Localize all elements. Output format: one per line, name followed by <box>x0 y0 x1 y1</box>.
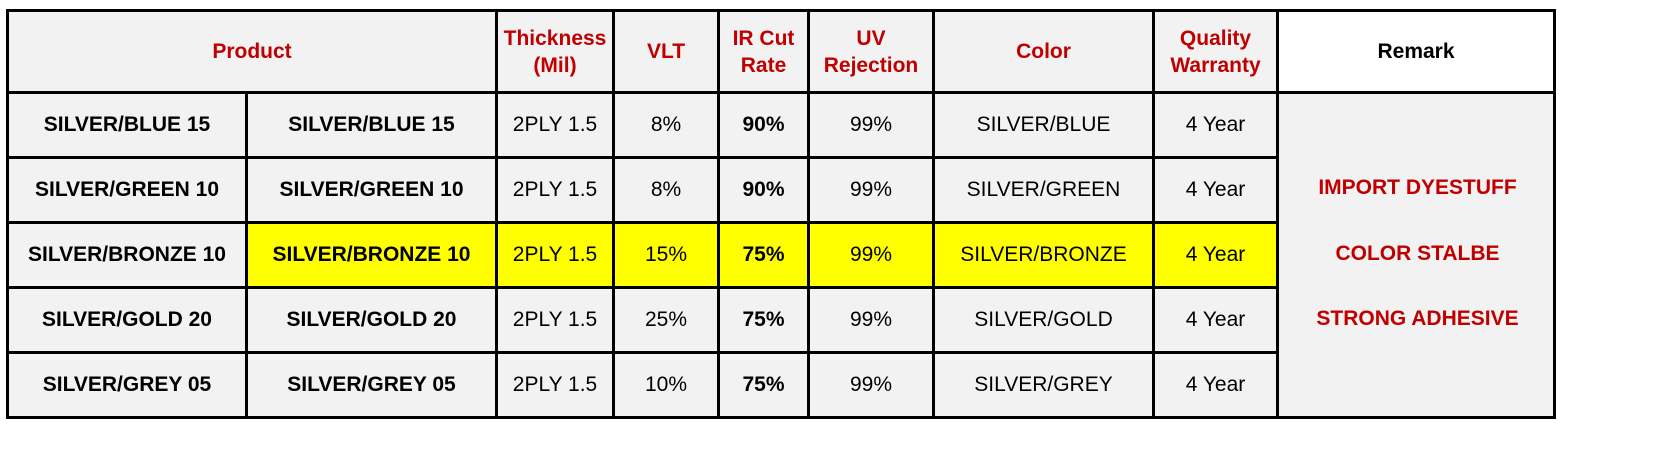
uv-cell: 99% <box>807 156 935 224</box>
remark-line-3: STRONG ADHESIVE <box>1316 307 1519 330</box>
table-row: SILVER/GREY 05 SILVER/GREY 05 2PLY 1.5 1… <box>6 351 1555 419</box>
spec-table: Product Thickness (Mil) VLT IR Cut Rate … <box>6 9 1556 419</box>
warranty-cell: 4 Year <box>1152 91 1279 159</box>
header-color: Color <box>932 9 1155 94</box>
remark-cell: IMPORT DYESTUFF COLOR STALBE STRONG ADHE… <box>1276 91 1556 419</box>
ir-cut-cell: 90% <box>717 156 810 224</box>
ir-cut-cell: 90% <box>717 91 810 159</box>
table-row: SILVER/GREEN 10 SILVER/GREEN 10 2PLY 1.5… <box>6 156 1555 224</box>
table-row: SILVER/BLUE 15 SILVER/BLUE 15 2PLY 1.5 8… <box>6 91 1556 419</box>
table-row-highlighted: SILVER/BRONZE 10 SILVER/BRONZE 10 2PLY 1… <box>6 221 1555 289</box>
remark-lines: IMPORT DYESTUFF COLOR STALBE STRONG ADHE… <box>1283 96 1549 375</box>
row-label: SILVER/GREEN 10 <box>6 156 248 224</box>
header-warranty-line-2: Warranty <box>1170 53 1261 77</box>
color-cell: SILVER/GREY <box>932 351 1155 419</box>
remark-line-1: IMPORT DYESTUFF <box>1318 176 1517 199</box>
vlt-cell: 8% <box>612 156 720 224</box>
warranty-cell: 4 Year <box>1152 221 1279 289</box>
uv-cell: 99% <box>807 221 935 289</box>
vlt-cell: 10% <box>612 351 720 419</box>
color-cell: SILVER/GOLD <box>932 286 1155 354</box>
warranty-cell: 4 Year <box>1152 286 1279 354</box>
row-label: SILVER/GOLD 20 <box>6 286 248 354</box>
table-row: SILVER/GOLD 20 SILVER/GOLD 20 2PLY 1.5 2… <box>6 286 1555 354</box>
row-label: SILVER/BLUE 15 <box>6 91 248 159</box>
thickness-cell: 2PLY 1.5 <box>495 221 615 289</box>
product-name-cell: SILVER/GREY 05 <box>245 351 498 419</box>
ir-cut-cell: 75% <box>717 286 810 354</box>
ir-cut-cell: 75% <box>717 351 810 419</box>
uv-cell: 99% <box>807 351 935 419</box>
header-ir-cut-line-2: Rate <box>740 53 787 77</box>
product-name-cell: SILVER/GREEN 10 <box>245 156 498 224</box>
product-name-cell: SILVER/GOLD 20 <box>245 286 498 354</box>
header-uv-line-2: Rejection <box>823 53 919 77</box>
color-cell: SILVER/BLUE <box>932 91 1155 159</box>
header-product: Product <box>6 9 498 94</box>
header-warranty-line-1: Quality <box>1179 26 1252 50</box>
row-label: SILVER/GREY 05 <box>6 351 248 419</box>
header-warranty: Quality Warranty <box>1152 9 1279 94</box>
thickness-cell: 2PLY 1.5 <box>495 351 615 419</box>
color-cell: SILVER/GREEN <box>932 156 1155 224</box>
warranty-cell: 4 Year <box>1152 156 1279 224</box>
header-ir-cut-line-1: IR Cut <box>732 26 795 50</box>
color-cell: SILVER/BRONZE <box>932 221 1155 289</box>
product-name-cell: SILVER/BRONZE 10 <box>245 221 498 289</box>
uv-cell: 99% <box>807 91 935 159</box>
thickness-cell: 2PLY 1.5 <box>495 286 615 354</box>
header-thickness: Thickness (Mil) <box>495 9 615 94</box>
thickness-cell: 2PLY 1.5 <box>495 156 615 224</box>
header-remark: Remark <box>1276 9 1556 94</box>
header-uv-line-1: UV <box>856 26 886 50</box>
header-vlt: VLT <box>612 9 720 94</box>
vlt-cell: 8% <box>612 91 720 159</box>
remark-line-2: COLOR STALBE <box>1335 241 1500 265</box>
ir-cut-cell: 75% <box>717 221 810 289</box>
header-uv: UV Rejection <box>807 9 935 94</box>
header-ir-cut: IR Cut Rate <box>717 9 810 94</box>
warranty-cell: 4 Year <box>1152 351 1279 419</box>
vlt-cell: 15% <box>612 221 720 289</box>
thickness-cell: 2PLY 1.5 <box>495 91 615 159</box>
vlt-cell: 25% <box>612 286 720 354</box>
header-thickness-line-2: (Mil) <box>533 53 577 77</box>
product-name-cell: SILVER/BLUE 15 <box>245 91 498 159</box>
header-thickness-line-1: Thickness <box>503 26 607 50</box>
uv-cell: 99% <box>807 286 935 354</box>
row-label: SILVER/BRONZE 10 <box>6 221 248 289</box>
header-row: Product Thickness (Mil) VLT IR Cut Rate … <box>6 9 1556 94</box>
